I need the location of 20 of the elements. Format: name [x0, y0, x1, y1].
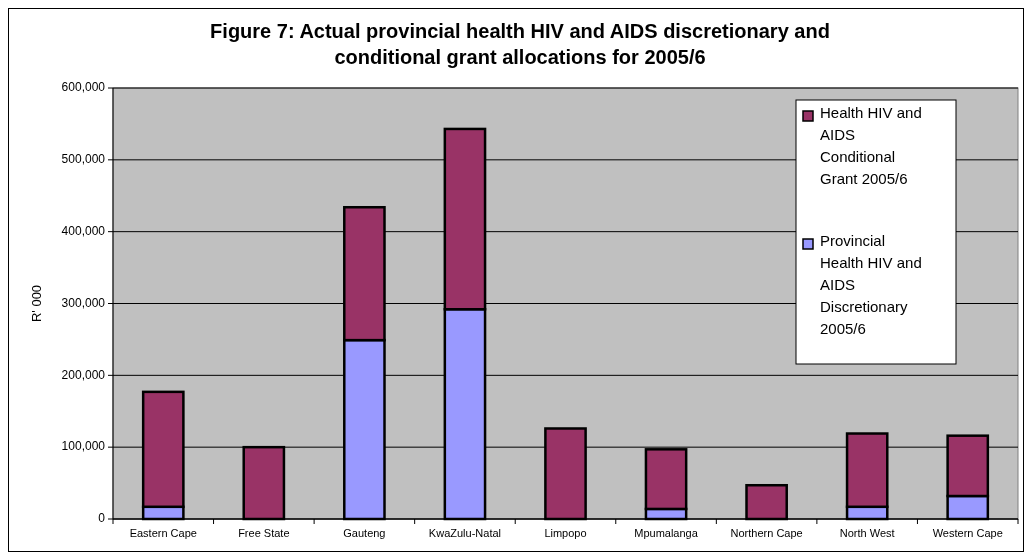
y-tick-label: 600,000 — [61, 80, 106, 95]
x-tick-label: Mpumalanga — [634, 527, 699, 539]
x-tick-label: Limpopo — [544, 527, 587, 539]
x-tick-label: Western Cape — [932, 527, 1003, 539]
y-tick-label: 300,000 — [61, 295, 106, 310]
x-tick-label: Gauteng — [343, 527, 386, 539]
x-tick-label: Free State — [238, 527, 290, 539]
y-tick-label: 400,000 — [61, 223, 106, 238]
x-tick-label: KwaZulu-Natal — [428, 527, 502, 539]
chart-title: Figure 7: Actual provincial health HIV and AIDS discretionary and conditional grant allocations for 2005/6 — [210, 20, 830, 68]
x-tick-label: Eastern Cape — [129, 527, 197, 539]
legend-label: Provincial Health HIV and AIDS Discretionary 2005/6 — [820, 231, 922, 337]
legend-label: Health HIV and AIDS Conditional Grant 2005/6 — [820, 103, 922, 187]
y-tick-label: 200,000 — [61, 367, 106, 382]
y-tick-label: 500,000 — [61, 152, 106, 167]
y-axis-title: R' 000 — [29, 284, 44, 323]
y-tick-label: 0 — [98, 511, 106, 526]
x-tick-label: Northern Cape — [730, 527, 803, 539]
y-tick-label: 100,000 — [61, 439, 106, 454]
x-tick-label: North West — [839, 527, 895, 539]
